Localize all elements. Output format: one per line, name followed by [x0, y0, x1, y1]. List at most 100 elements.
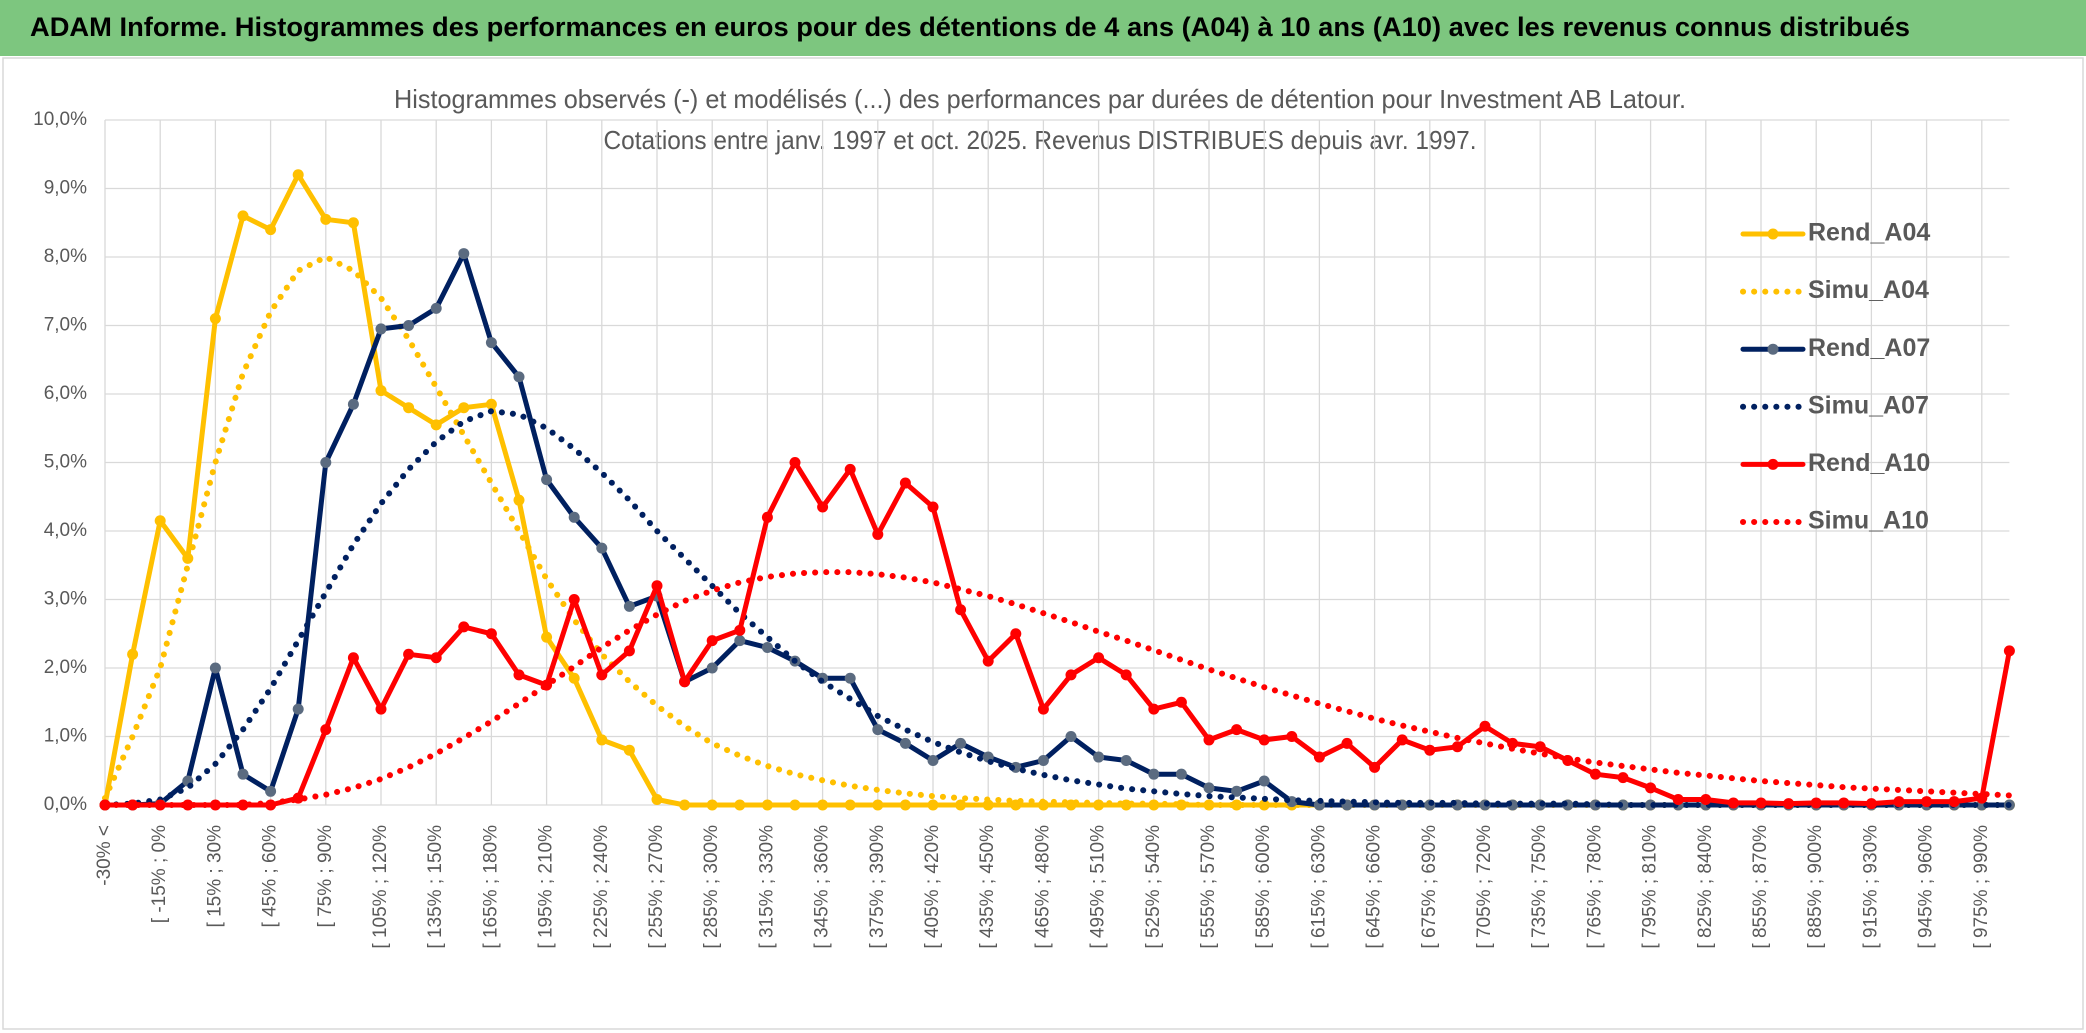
data-point [292, 169, 304, 181]
legend-label: Rend_A10 [1808, 449, 1930, 477]
data-point [1093, 751, 1105, 763]
data-point [485, 337, 497, 349]
data-point [817, 799, 829, 811]
x-tick-label: [ 435% ; 450% [977, 825, 998, 949]
data-point [541, 631, 553, 643]
x-tick-label: [ 255% ; 270% [646, 825, 667, 949]
data-point [1479, 720, 1491, 732]
data-point [1810, 797, 1822, 809]
data-point [706, 662, 718, 674]
data-point [1341, 737, 1353, 749]
x-tick-label: [ 195% ; 210% [536, 825, 557, 949]
data-point [899, 737, 911, 749]
y-tick-label: 0,0% [44, 794, 87, 815]
data-point [541, 474, 553, 486]
data-point [1645, 782, 1657, 794]
data-point [1451, 741, 1463, 753]
x-tick-label: [ 495% ; 510% [1088, 825, 1109, 949]
data-point [761, 641, 773, 653]
x-tick-label: [ 945% ; 960% [1916, 825, 1937, 949]
data-point [1396, 734, 1408, 746]
data-point [679, 799, 691, 811]
x-tick-label: [ 225% ; 240% [591, 825, 612, 949]
x-tick-label: -30% < [94, 825, 115, 886]
x-tick-label: [ 735% ; 750% [1529, 825, 1550, 949]
chart-subtitle: Histogrammes observés (-) et modélisés (… [394, 84, 1686, 114]
data-point [1589, 768, 1601, 780]
data-point [927, 799, 939, 811]
x-tick-label: [ 105% ; 120% [370, 825, 391, 949]
data-point [1065, 669, 1077, 681]
data-point [844, 463, 856, 475]
data-point [347, 652, 359, 664]
data-point [623, 600, 635, 612]
page-title: ADAM Informe. Histogrammes des performan… [30, 12, 1910, 42]
legend-label: Simu_A04 [1808, 276, 1929, 304]
data-point [596, 669, 608, 681]
data-point [1175, 696, 1187, 708]
x-tick-label: [ 555% ; 570% [1198, 825, 1219, 949]
data-point [568, 594, 580, 605]
data-point [706, 799, 718, 811]
data-point [1203, 782, 1215, 794]
data-point [1231, 799, 1243, 811]
y-tick-label: 4,0% [44, 520, 87, 541]
data-point [513, 371, 525, 383]
x-tick-label: [ 405% ; 420% [922, 825, 943, 949]
data-point [955, 604, 967, 616]
data-point [927, 754, 939, 766]
x-tick-label: [ 795% ; 810% [1640, 825, 1661, 949]
data-point [596, 734, 608, 746]
data-point [1534, 741, 1546, 753]
x-tick-label: [ 165% ; 180% [480, 825, 501, 949]
x-tick-label: [ 615% ; 630% [1308, 825, 1329, 949]
x-tick-label: [ 855% ; 870% [1750, 825, 1771, 949]
data-point [347, 398, 359, 410]
x-tick-label: [ 825% ; 840% [1695, 825, 1716, 949]
y-tick-label: 3,0% [44, 589, 87, 610]
data-point [872, 528, 884, 540]
data-point [955, 799, 967, 811]
data-point [1148, 768, 1160, 780]
y-tick-label: 8,0% [44, 246, 87, 267]
data-point [872, 799, 884, 811]
legend-marker [1767, 458, 1779, 470]
data-point [1203, 734, 1215, 746]
legend-label: Simu_A10 [1808, 507, 1929, 535]
x-tick-label: [ 705% ; 720% [1474, 825, 1495, 949]
data-point [1507, 737, 1519, 749]
data-point [734, 624, 746, 636]
data-point [1120, 669, 1132, 681]
data-point [209, 313, 221, 325]
data-point [127, 648, 139, 660]
x-tick-label: [ 135% ; 150% [425, 825, 446, 949]
model-line [102, 569, 2013, 808]
chart-subtitle: Cotations entre janv. 1997 et oct. 2025.… [604, 125, 1477, 155]
legend-label: Simu_A07 [1808, 391, 1929, 419]
data-point [1286, 731, 1298, 742]
x-tick-label: [ 345% ; 360% [812, 825, 833, 949]
data-point [458, 621, 470, 633]
x-tick-label: [ 525% ; 540% [1143, 825, 1164, 949]
y-tick-label: 5,0% [44, 452, 87, 473]
data-point [458, 248, 470, 260]
data-point [927, 501, 939, 513]
data-point [789, 799, 801, 811]
data-point [403, 648, 415, 660]
legend-marker [1767, 343, 1779, 355]
data-point [1175, 799, 1187, 811]
data-point [1755, 797, 1767, 809]
data-point [1037, 703, 1049, 715]
data-point [1700, 794, 1712, 806]
x-tick-label: [ 45% ; 60% [260, 825, 281, 928]
data-point [899, 799, 911, 811]
data-point [1948, 796, 1960, 808]
data-point [1921, 796, 1933, 808]
data-point [430, 302, 442, 314]
data-point [292, 703, 304, 715]
x-tick-label: [ 975% ; 990% [1971, 825, 1992, 949]
data-point [127, 799, 139, 811]
data-point [430, 652, 442, 664]
data-point [485, 398, 497, 410]
data-point [1313, 751, 1325, 763]
